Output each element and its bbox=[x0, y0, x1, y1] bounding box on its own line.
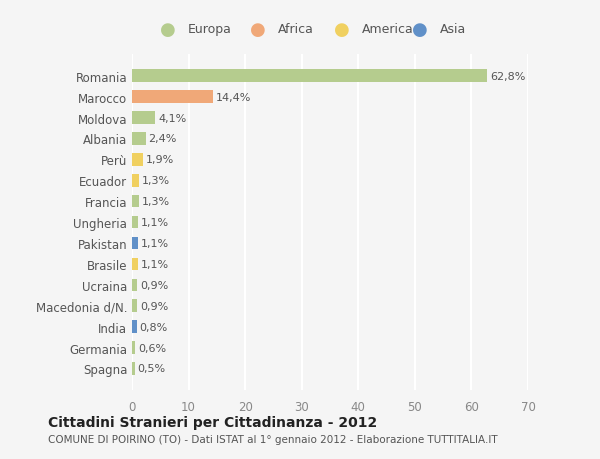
Text: Cittadini Stranieri per Cittadinanza - 2012: Cittadini Stranieri per Cittadinanza - 2… bbox=[48, 415, 377, 429]
Bar bbox=[132, 341, 136, 354]
Text: 0,9%: 0,9% bbox=[140, 301, 168, 311]
Bar bbox=[132, 196, 139, 208]
Text: 1,1%: 1,1% bbox=[141, 239, 169, 248]
Text: ●: ● bbox=[412, 21, 428, 39]
Text: 1,3%: 1,3% bbox=[142, 197, 170, 207]
Bar bbox=[132, 363, 135, 375]
Bar bbox=[132, 258, 138, 271]
Bar bbox=[132, 216, 138, 229]
Text: ●: ● bbox=[250, 21, 266, 39]
Bar bbox=[132, 174, 139, 187]
Bar bbox=[132, 70, 487, 83]
Text: America: America bbox=[362, 23, 413, 36]
Bar bbox=[132, 154, 143, 166]
Bar bbox=[132, 133, 146, 146]
Bar bbox=[132, 91, 214, 104]
Text: 1,3%: 1,3% bbox=[142, 176, 170, 186]
Text: 0,5%: 0,5% bbox=[137, 364, 166, 374]
Text: 0,8%: 0,8% bbox=[139, 322, 167, 332]
Bar bbox=[132, 300, 137, 312]
Text: 4,1%: 4,1% bbox=[158, 113, 186, 123]
Text: 14,4%: 14,4% bbox=[216, 92, 251, 102]
Text: Asia: Asia bbox=[440, 23, 466, 36]
Text: 0,6%: 0,6% bbox=[138, 343, 166, 353]
Bar bbox=[132, 112, 155, 124]
Text: 2,4%: 2,4% bbox=[148, 134, 177, 144]
Text: 1,9%: 1,9% bbox=[146, 155, 174, 165]
Text: ●: ● bbox=[160, 21, 176, 39]
Bar bbox=[132, 321, 137, 333]
Text: Africa: Africa bbox=[278, 23, 314, 36]
Bar bbox=[132, 279, 137, 291]
Text: Europa: Europa bbox=[188, 23, 232, 36]
Text: 1,1%: 1,1% bbox=[141, 218, 169, 228]
Bar bbox=[132, 237, 138, 250]
Text: ●: ● bbox=[334, 21, 350, 39]
Text: 0,9%: 0,9% bbox=[140, 280, 168, 290]
Text: 62,8%: 62,8% bbox=[490, 72, 526, 82]
Text: COMUNE DI POIRINO (TO) - Dati ISTAT al 1° gennaio 2012 - Elaborazione TUTTITALIA: COMUNE DI POIRINO (TO) - Dati ISTAT al 1… bbox=[48, 434, 497, 444]
Text: 1,1%: 1,1% bbox=[141, 259, 169, 269]
